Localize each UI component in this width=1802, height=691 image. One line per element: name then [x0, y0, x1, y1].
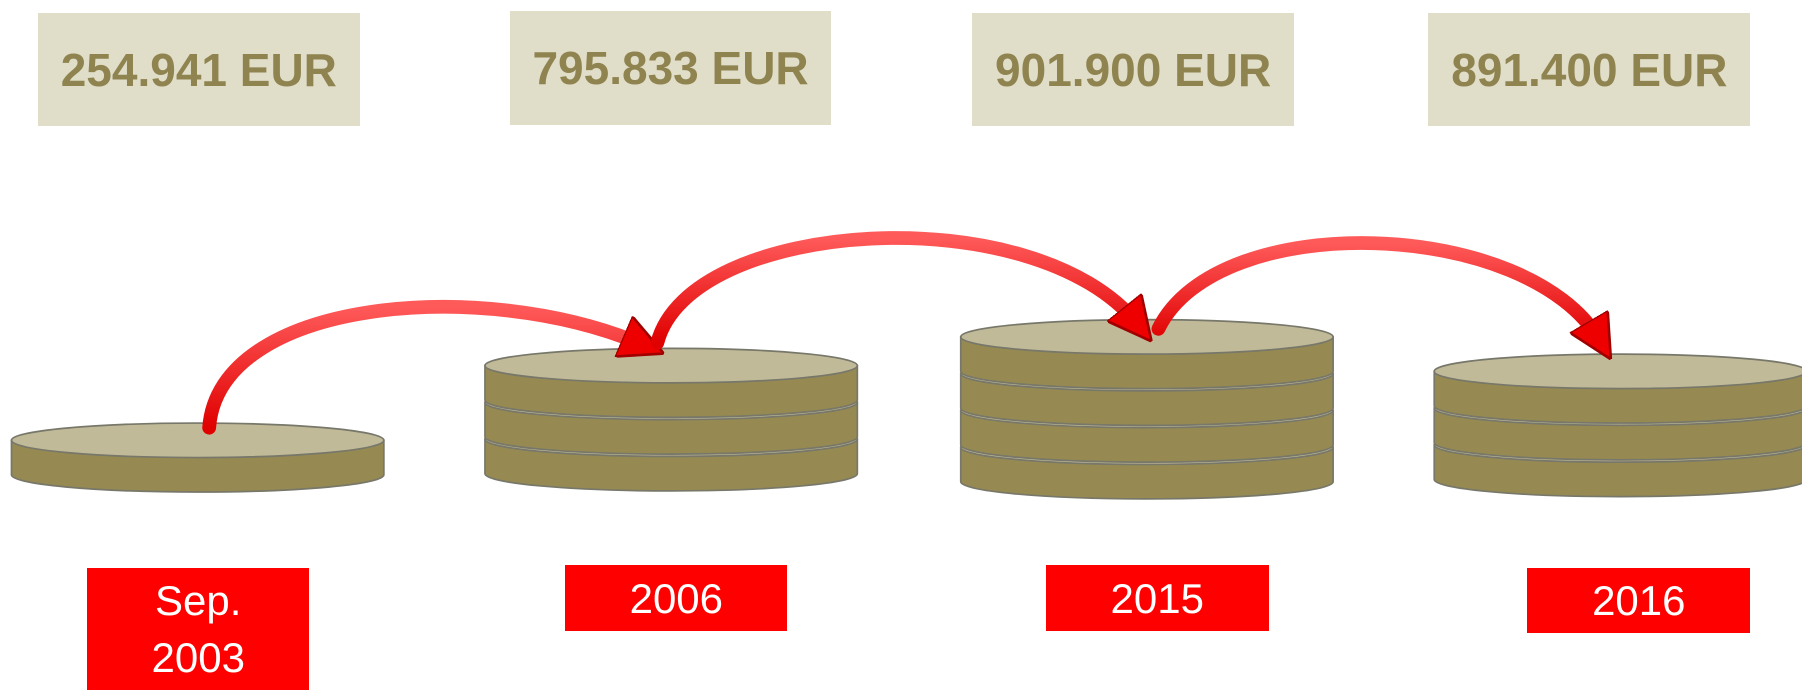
- coin: [959, 318, 1334, 355]
- amount-box: 901.900 EUR: [972, 12, 1295, 127]
- date-label: 2015: [1045, 565, 1269, 631]
- coin: [1433, 353, 1802, 390]
- date-label: 2006: [565, 565, 788, 631]
- amount-box: 254.941 EUR: [37, 12, 360, 127]
- arrow: [202, 299, 643, 435]
- arrow: [1151, 236, 1599, 340]
- amount-box: 891.400 EUR: [1428, 12, 1751, 127]
- date-label: Sep. 2003: [87, 567, 310, 690]
- date-label: 2016: [1527, 567, 1751, 634]
- coin: [484, 347, 859, 384]
- arrow: [650, 231, 1137, 350]
- amount-box: 795.833 EUR: [510, 11, 831, 126]
- coin: [10, 422, 385, 459]
